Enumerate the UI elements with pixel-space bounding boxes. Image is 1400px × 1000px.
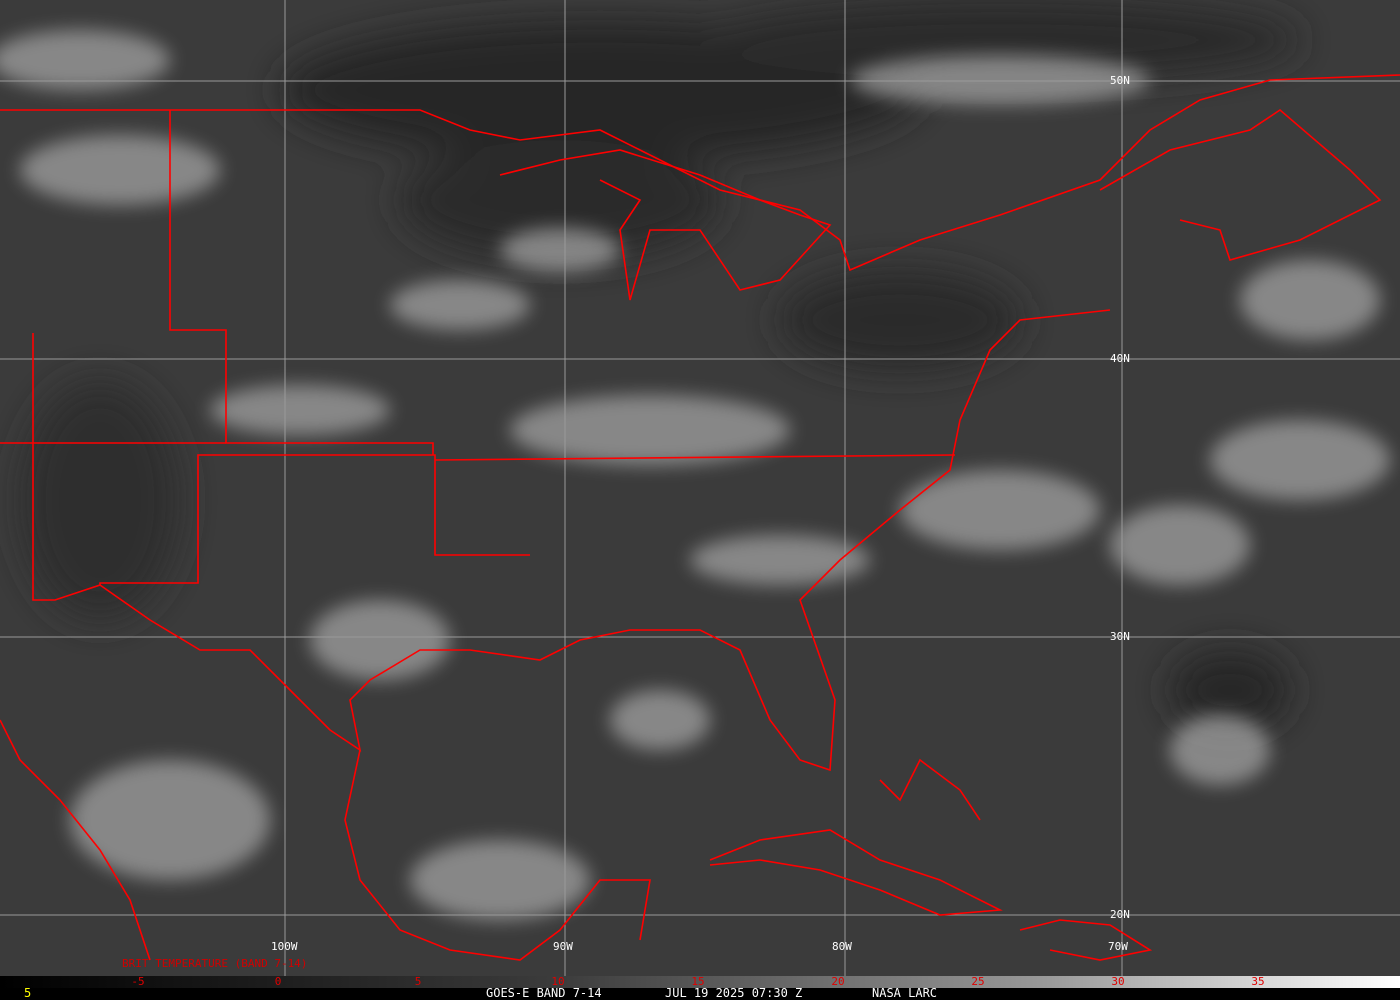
colorbar-tick: 10 <box>551 975 565 988</box>
product-label: GOES-E BAND 7-14 <box>486 986 602 1000</box>
colorbar-tick: 15 <box>691 975 705 988</box>
lat-label-30n: 30N <box>1110 630 1130 643</box>
mexico-coast <box>344 749 651 961</box>
colorbar-tick: 0 <box>274 975 282 988</box>
colorbar-tick: 20 <box>831 975 845 988</box>
lon-label-90w: 90W <box>553 940 573 953</box>
footer-bar <box>0 988 1400 1000</box>
political-borders <box>0 74 1400 961</box>
gulf-coast <box>99 309 1111 772</box>
mexico-west-coast <box>0 719 151 961</box>
colorbar-tick: 30 <box>1111 975 1125 988</box>
lon-label-80w: 80W <box>832 940 852 953</box>
colorbar-tick: 35 <box>1251 975 1265 988</box>
source-label: NASA LARC <box>872 986 938 1000</box>
cuba <box>709 829 1003 916</box>
frame-number: 5 <box>24 986 32 1000</box>
lat-label-40n: 40N <box>1110 352 1130 365</box>
state-borders-plains <box>169 110 434 455</box>
great-lakes <box>499 149 832 301</box>
colorbar-tick: -5 <box>131 975 145 988</box>
dark-cloud-regions <box>20 0 1300 730</box>
colorbar-title: BRIT TEMPERATURE (BAND 7-14) <box>122 957 308 970</box>
state-borders-west <box>32 333 530 601</box>
lat-lon-grid <box>0 0 1400 976</box>
satellite-map <box>0 0 1400 976</box>
state-borders-east <box>434 454 956 461</box>
lon-label-70w: 70W <box>1108 940 1128 953</box>
hispaniola <box>1019 919 1153 961</box>
colorbar <box>0 976 1400 988</box>
bahamas <box>879 758 981 821</box>
lat-label-20n: 20N <box>1110 908 1130 921</box>
us-canada-border <box>0 74 1400 272</box>
colorbar-tick: 25 <box>971 975 985 988</box>
datetime-label: JUL 19 2025 07:30 Z <box>665 986 803 1000</box>
colorbar-tick: 5 <box>414 975 422 988</box>
canada-maritimes <box>1099 108 1382 261</box>
lon-label-100w: 100W <box>271 940 298 953</box>
bright-cloud-regions <box>0 30 1390 920</box>
lat-label-50n: 50N <box>1110 74 1130 87</box>
